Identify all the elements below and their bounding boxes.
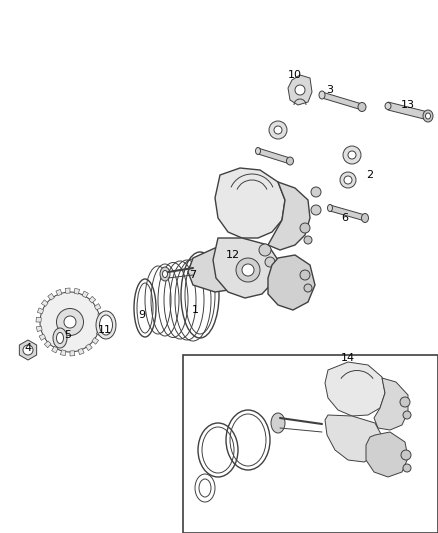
Polygon shape: [96, 330, 102, 336]
Polygon shape: [89, 296, 95, 303]
Text: 3: 3: [326, 85, 333, 95]
Text: 13: 13: [401, 100, 415, 110]
Circle shape: [311, 187, 321, 197]
Text: 11: 11: [98, 325, 112, 335]
Polygon shape: [258, 148, 290, 164]
Circle shape: [304, 236, 312, 244]
Polygon shape: [215, 168, 285, 238]
Text: 9: 9: [138, 310, 145, 320]
Circle shape: [348, 151, 356, 159]
Polygon shape: [52, 346, 58, 353]
Text: 4: 4: [25, 343, 32, 353]
Circle shape: [265, 257, 275, 267]
Circle shape: [40, 292, 100, 352]
Circle shape: [295, 85, 305, 95]
Polygon shape: [213, 238, 278, 298]
Polygon shape: [288, 75, 312, 105]
Circle shape: [300, 223, 310, 233]
Ellipse shape: [361, 214, 368, 222]
Ellipse shape: [53, 328, 67, 348]
Polygon shape: [36, 317, 41, 322]
Text: 10: 10: [288, 70, 302, 80]
Polygon shape: [39, 334, 46, 341]
Text: 12: 12: [226, 250, 240, 260]
Polygon shape: [99, 322, 104, 327]
Polygon shape: [322, 92, 362, 110]
Ellipse shape: [358, 102, 366, 111]
Polygon shape: [60, 350, 66, 356]
Polygon shape: [374, 378, 408, 430]
Ellipse shape: [160, 267, 170, 281]
Circle shape: [300, 270, 310, 280]
Polygon shape: [330, 205, 365, 221]
Polygon shape: [92, 338, 99, 344]
Polygon shape: [86, 344, 92, 351]
Ellipse shape: [423, 110, 433, 122]
Polygon shape: [78, 349, 84, 354]
Circle shape: [57, 309, 84, 335]
Text: 2: 2: [367, 170, 374, 180]
Polygon shape: [56, 289, 62, 296]
Polygon shape: [98, 312, 104, 318]
Circle shape: [269, 121, 287, 139]
Text: 6: 6: [342, 213, 349, 223]
Polygon shape: [388, 102, 428, 120]
Ellipse shape: [57, 333, 64, 343]
Ellipse shape: [96, 311, 116, 339]
Circle shape: [259, 244, 271, 256]
Ellipse shape: [255, 148, 261, 155]
Text: 1: 1: [191, 305, 198, 315]
Ellipse shape: [162, 271, 167, 278]
Circle shape: [236, 258, 260, 282]
Polygon shape: [95, 304, 101, 310]
Circle shape: [23, 345, 33, 355]
Circle shape: [343, 146, 361, 164]
Ellipse shape: [328, 205, 332, 212]
Circle shape: [400, 397, 410, 407]
Polygon shape: [82, 291, 88, 297]
Polygon shape: [19, 340, 37, 360]
Polygon shape: [268, 182, 310, 250]
Ellipse shape: [271, 413, 285, 433]
Circle shape: [64, 316, 76, 328]
Circle shape: [403, 411, 411, 419]
Ellipse shape: [385, 102, 391, 109]
Text: 7: 7: [190, 270, 197, 280]
Polygon shape: [44, 341, 51, 348]
Polygon shape: [42, 300, 48, 306]
Ellipse shape: [425, 113, 431, 119]
Text: 5: 5: [64, 330, 71, 340]
Polygon shape: [366, 432, 408, 477]
Text: 14: 14: [341, 353, 355, 363]
Polygon shape: [65, 288, 70, 293]
Circle shape: [311, 205, 321, 215]
Polygon shape: [268, 255, 315, 310]
Circle shape: [304, 284, 312, 292]
Ellipse shape: [286, 157, 293, 165]
Circle shape: [340, 172, 356, 188]
Polygon shape: [48, 293, 54, 300]
Ellipse shape: [99, 315, 113, 335]
Circle shape: [242, 264, 254, 276]
Polygon shape: [188, 248, 248, 292]
Circle shape: [344, 176, 352, 184]
Polygon shape: [325, 362, 385, 416]
Polygon shape: [36, 326, 42, 332]
Polygon shape: [37, 308, 44, 314]
Circle shape: [274, 126, 282, 134]
Polygon shape: [70, 351, 75, 356]
Circle shape: [403, 464, 411, 472]
Polygon shape: [74, 288, 80, 294]
Polygon shape: [325, 415, 383, 462]
Ellipse shape: [319, 91, 325, 99]
Bar: [183, 355, 438, 533]
Circle shape: [401, 450, 411, 460]
